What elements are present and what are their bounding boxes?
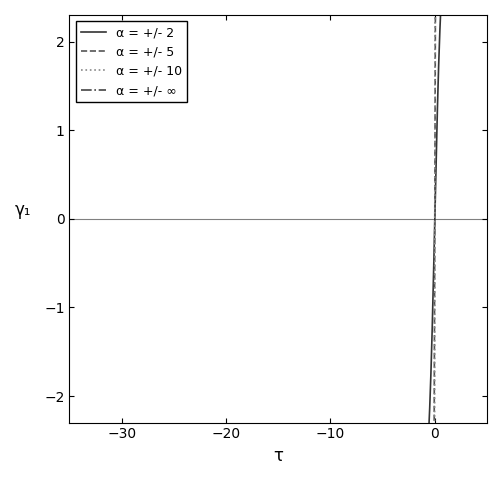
Line: α = +/- 2: α = +/- 2 — [69, 11, 475, 427]
α = +/- 2 — [437, 8, 443, 13]
α = +/- 5 — [108, 424, 114, 430]
Line: α = +/- 5: α = +/- 5 — [69, 11, 475, 427]
α = +/- 2 — [245, 424, 252, 430]
α = +/- 5 — [345, 424, 351, 430]
Line: α = +/- 10: α = +/- 10 — [69, 11, 475, 427]
α = +/- 2 — [345, 424, 351, 430]
α = +/- 10 — [66, 424, 72, 430]
α = +/- 2 — [230, 424, 236, 430]
α = +/- 2 — [66, 424, 72, 430]
α = +/- 10 — [431, 8, 437, 13]
α = +/- 2 — [383, 424, 389, 430]
α = +/- 5 — [431, 8, 437, 13]
α = +/- 5 — [230, 424, 236, 430]
α = +/- 2 — [108, 424, 114, 430]
α = +/- 10 — [245, 424, 252, 430]
X-axis label: τ: τ — [273, 447, 283, 465]
α = +/- 10 — [390, 424, 396, 430]
α = +/- 5 — [390, 424, 396, 430]
α = +/- 5 — [66, 424, 72, 430]
Y-axis label: γ₁: γ₁ — [15, 201, 32, 219]
α = +/- 5 — [245, 424, 252, 430]
α = +/- 5 — [383, 424, 389, 430]
α = +/- 10 — [108, 424, 114, 430]
α = +/- 10 — [383, 424, 389, 430]
α = +/- 2 — [472, 8, 478, 13]
α = +/- 10 — [230, 424, 236, 430]
α = +/- 10 — [345, 424, 351, 430]
α = +/- 10 — [472, 8, 478, 13]
α = +/- 2 — [390, 424, 396, 430]
α = +/- 5 — [472, 8, 478, 13]
Legend: α = +/- 2, α = +/- 5, α = +/- 10, α = +/- ∞: α = +/- 2, α = +/- 5, α = +/- 10, α = +/… — [76, 21, 186, 102]
